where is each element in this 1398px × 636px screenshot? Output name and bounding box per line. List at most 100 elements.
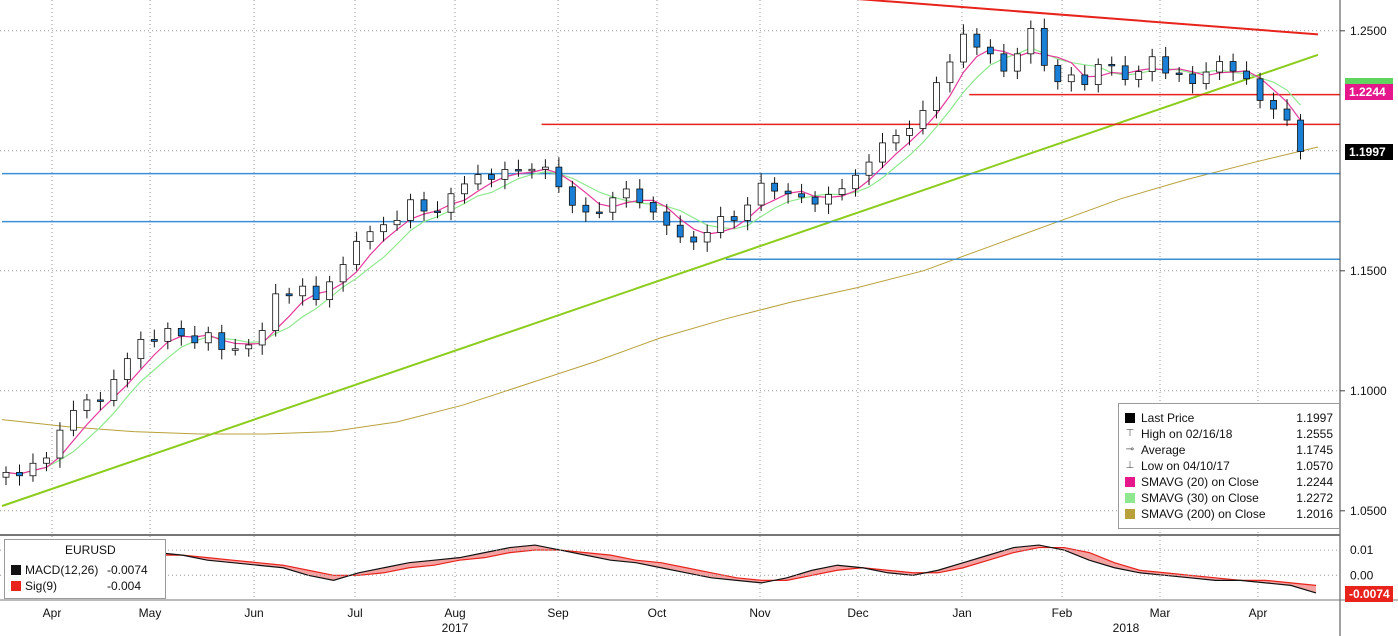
candle [1202, 62, 1210, 90]
candle [528, 163, 536, 179]
candle-body [555, 166, 563, 188]
candle [204, 326, 212, 351]
candle-body [137, 339, 145, 360]
candle [29, 453, 37, 482]
candle [986, 39, 994, 64]
candle-body [299, 285, 307, 297]
price-tick-label: 1.2500 [1350, 24, 1387, 38]
legend-row-sma30: SMAVG (30) on Close 1.2272 [1125, 490, 1333, 506]
candle [852, 169, 859, 197]
candle-body [703, 231, 711, 243]
legend-label: Average [1141, 443, 1186, 457]
candle [663, 204, 671, 236]
candle-body [258, 330, 266, 346]
legend-value: 1.2244 [1296, 475, 1333, 489]
candle [353, 231, 360, 271]
candle [879, 133, 886, 169]
candle [420, 191, 428, 221]
candle-body [245, 344, 253, 350]
candle-body [204, 332, 212, 344]
month-tick-label: Apr [43, 606, 62, 620]
month-tick-label: Dec [847, 606, 868, 620]
candle-body [1175, 72, 1183, 75]
candle-body [2, 471, 10, 478]
macd-panel: 0.01 0.00 [0, 543, 1374, 594]
candle-body [16, 471, 23, 477]
candle [434, 201, 441, 219]
candle [1297, 114, 1304, 160]
candle [609, 191, 617, 221]
legend-row-low: ⊥ Low on 04/10/17 1.0570 [1125, 458, 1333, 474]
candle-body [730, 216, 738, 221]
square-icon [1125, 413, 1135, 423]
macd-label: MACD(12,26) [25, 563, 99, 577]
macd-tick-label: 0.00 [1350, 568, 1374, 582]
candle [636, 179, 644, 209]
candle-body [528, 168, 536, 172]
candle [1135, 65, 1143, 88]
candle-body [1243, 70, 1250, 80]
candle-body [960, 33, 967, 63]
candle [865, 154, 873, 186]
candle-body [218, 332, 226, 350]
candle-body [420, 199, 428, 212]
candle [811, 191, 819, 212]
candle [407, 193, 414, 229]
legend-row-average: ⊸ Average 1.1745 [1125, 442, 1333, 458]
candle [933, 76, 940, 119]
candle-body [892, 135, 900, 144]
candle [2, 466, 10, 486]
candle [218, 324, 226, 360]
candle-body [852, 174, 859, 190]
candle-body [1229, 61, 1237, 72]
candle [582, 197, 590, 222]
candle-body [838, 188, 846, 195]
sma20-line [5, 48, 1301, 475]
signal-row: Sig(9) -0.004 [11, 578, 161, 594]
candle-body [1108, 64, 1116, 67]
candle-body [1297, 119, 1304, 152]
candle-body [798, 193, 805, 198]
candle [1013, 47, 1021, 80]
candle [56, 422, 64, 468]
candle [1270, 92, 1277, 119]
high-marker-icon: ⊤ [1125, 428, 1135, 439]
candle-body [285, 293, 293, 297]
candle-body [973, 33, 981, 48]
candle-body [407, 199, 414, 221]
signal-label: Sig(9) [25, 579, 58, 593]
candle-body [1256, 78, 1264, 101]
low-marker-icon: ⊥ [1125, 460, 1135, 471]
candle [515, 159, 522, 177]
year-tick-label: 2018 [1113, 621, 1140, 635]
candle-body [663, 211, 671, 226]
candle [838, 178, 846, 201]
candle [717, 206, 725, 239]
candle [447, 187, 455, 221]
candle [245, 338, 253, 357]
sma200-path [1, 146, 1319, 435]
candle [555, 157, 563, 193]
candle [784, 183, 792, 204]
legend-label: High on 02/16/18 [1141, 427, 1233, 441]
candle-body [29, 462, 37, 477]
candle [272, 284, 280, 337]
month-tick-label: Aug [444, 606, 465, 620]
candle-body [150, 339, 158, 342]
candle [676, 215, 684, 243]
candle-body [461, 183, 468, 195]
candle [1256, 72, 1264, 109]
candle-body [825, 194, 832, 205]
candle-body [919, 110, 927, 129]
candle [595, 202, 603, 219]
candle [946, 54, 954, 93]
month-tick-label: Oct [648, 606, 667, 620]
trendlines [1, 0, 1319, 507]
candle [299, 278, 307, 306]
legend-label: Low on 04/10/17 [1141, 459, 1230, 473]
candle [393, 210, 401, 231]
candle [690, 230, 698, 250]
candle-body [1067, 74, 1075, 83]
legend-label: SMAVG (30) on Close [1141, 491, 1259, 505]
macd-legend: EURUSD MACD(12,26) -0.0074 Sig(9) -0.004 [4, 539, 166, 599]
